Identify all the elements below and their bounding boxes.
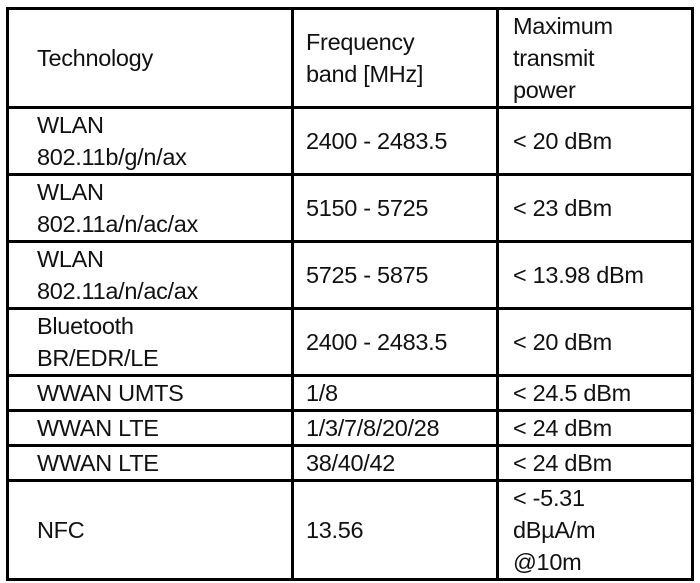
cell-line: WLAN xyxy=(37,112,104,138)
cell-line: 2400 - 2483.5 xyxy=(306,128,448,154)
cell-line: WLAN xyxy=(37,246,104,272)
cell-line: WWAN UMTS xyxy=(37,380,184,406)
cell-line: < 13.98 dBm xyxy=(513,262,644,288)
cell-line: < 24.5 dBm xyxy=(513,380,631,406)
cell-technology: Bluetooth BR/EDR/LE xyxy=(6,307,294,377)
cell-line: WWAN LTE xyxy=(37,450,159,476)
header-line: Frequency xyxy=(306,29,415,55)
table-row: WLAN 802.11b/g/n/ax 2400 - 2483.5 < 20 dBm xyxy=(6,106,694,176)
cell-line: dBµA/m xyxy=(513,517,596,543)
cell-technology: WWAN LTE xyxy=(6,409,294,447)
table-row: WLAN 802.11a/n/ac/ax 5725 - 5875 < 13.98 dB… xyxy=(6,240,694,310)
cell-line: < 24 dBm xyxy=(513,415,612,441)
cell-line: WLAN xyxy=(37,179,104,205)
cell-frequency: 38/40/42 xyxy=(291,444,499,482)
radio-specifications-table: Technology Frequency band [MHz] Maximum tr… xyxy=(6,7,694,581)
cell-frequency: 2400 - 2483.5 xyxy=(291,307,499,377)
cell-line: < 20 dBm xyxy=(513,329,612,355)
cell-line: < -5.31 xyxy=(513,485,585,511)
cell-line: < 23 dBm xyxy=(513,195,612,221)
cell-line: 5150 - 5725 xyxy=(306,195,429,221)
header-line: Maximum xyxy=(513,13,613,39)
cell-line: NFC xyxy=(37,517,85,543)
cell-line: 5725 - 5875 xyxy=(306,262,429,288)
table-row: Bluetooth BR/EDR/LE 2400 - 2483.5 < 20 dBm xyxy=(6,307,694,377)
cell-technology: NFC xyxy=(6,479,294,581)
cell-line: 2400 - 2483.5 xyxy=(306,329,448,355)
cell-line: 13.56 xyxy=(306,517,364,543)
cell-technology: WLAN 802.11b/g/n/ax xyxy=(6,106,294,176)
cell-line: 802.11b/g/n/ax xyxy=(37,144,187,170)
cell-frequency: 5150 - 5725 xyxy=(291,173,499,243)
cell-power: < 24.5 dBm xyxy=(496,374,694,412)
header-line: transmit xyxy=(513,45,595,71)
table-row: WLAN 802.11a/n/ac/ax 5150 - 5725 < 23 dBm xyxy=(6,173,694,243)
cell-power: < 20 dBm xyxy=(496,106,694,176)
cell-frequency: 1/8 xyxy=(291,374,499,412)
cell-line: 1/8 xyxy=(306,380,338,406)
cell-frequency: 5725 - 5875 xyxy=(291,240,499,310)
cell-line: < 24 dBm xyxy=(513,450,612,476)
table-row: WWAN UMTS 1/8 < 24.5 dBm xyxy=(6,374,694,412)
cell-technology: WWAN UMTS xyxy=(6,374,294,412)
cell-frequency: 2400 - 2483.5 xyxy=(291,106,499,176)
cell-power: < -5.31 dBµA/m @10m xyxy=(496,479,694,581)
cell-power: < 23 dBm xyxy=(496,173,694,243)
header-line: power xyxy=(513,77,576,103)
cell-line: < 20 dBm xyxy=(513,128,612,154)
cell-technology: WWAN LTE xyxy=(6,444,294,482)
table-row: NFC 13.56 < -5.31 dBµA/m @10m xyxy=(6,479,694,581)
cell-line: 802.11a/n/ac/ax xyxy=(37,278,198,304)
cell-technology: WLAN 802.11a/n/ac/ax xyxy=(6,240,294,310)
table-row: WWAN LTE 38/40/42 < 24 dBm xyxy=(6,444,694,482)
cell-line: @10m xyxy=(513,549,582,575)
cell-power: < 13.98 dBm xyxy=(496,240,694,310)
header-frequency: Frequency band [MHz] xyxy=(291,7,499,109)
cell-frequency: 13.56 xyxy=(291,479,499,581)
cell-line: 38/40/42 xyxy=(306,450,396,476)
header-technology: Technology xyxy=(6,7,294,109)
cell-power: < 24 dBm xyxy=(496,444,694,482)
cell-frequency: 1/3/7/8/20/28 xyxy=(291,409,499,447)
table-row: WWAN LTE 1/3/7/8/20/28 < 24 dBm xyxy=(6,409,694,447)
cell-technology: WLAN 802.11a/n/ac/ax xyxy=(6,173,294,243)
table-header-row: Technology Frequency band [MHz] Maximum tr… xyxy=(6,7,694,109)
cell-line: 802.11a/n/ac/ax xyxy=(37,211,198,237)
cell-line: 1/3/7/8/20/28 xyxy=(306,415,440,441)
cell-power: < 20 dBm xyxy=(496,307,694,377)
cell-line: BR/EDR/LE xyxy=(37,345,159,371)
cell-line: WWAN LTE xyxy=(37,415,159,441)
header-line: band [MHz] xyxy=(306,61,424,87)
cell-power: < 24 dBm xyxy=(496,409,694,447)
cell-line: Bluetooth xyxy=(37,313,134,339)
header-power: Maximum transmit power xyxy=(496,7,694,109)
